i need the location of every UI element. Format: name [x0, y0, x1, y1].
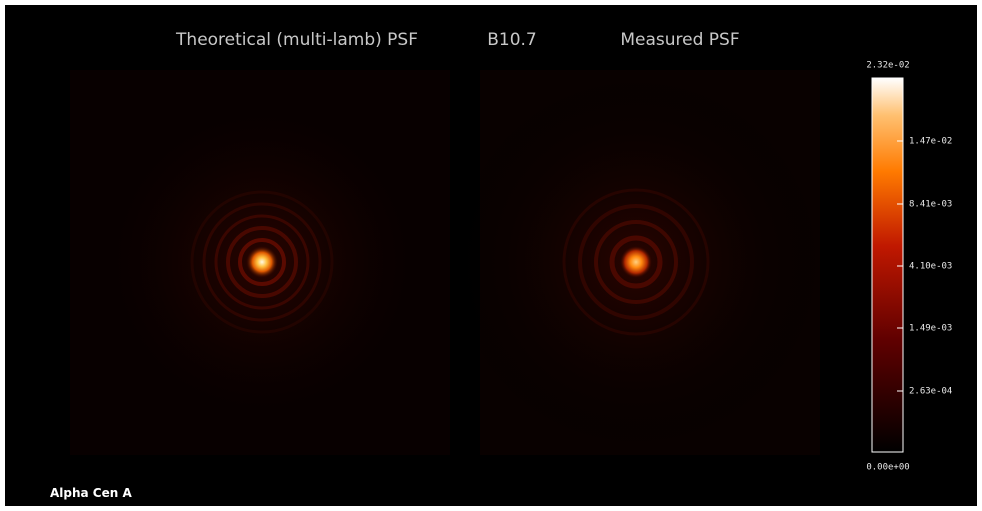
colorbar-tick-label: 8.41e-03 [909, 200, 952, 210]
colorbar-tick-label: 1.47e-02 [909, 137, 952, 147]
psf-core [620, 246, 652, 278]
colorbar-tick-label: 4.10e-03 [909, 262, 952, 272]
right-title: Measured PSF [620, 30, 739, 50]
airy-rings [562, 188, 710, 336]
colorbar-ticks: 1.47e-02 8.41e-03 4.10e-03 1.49e-03 2.63e-04 [897, 137, 952, 397]
band-label: B10.7 [487, 30, 537, 50]
colorbar-tick-label: 2.63e-04 [909, 387, 952, 397]
colorbar-max: 2.32e-02 [866, 61, 909, 71]
colorbar-tick-label: 1.49e-03 [909, 324, 952, 334]
caption: Alpha Cen A [50, 486, 132, 500]
left-title: Theoretical (multi-lamb) PSF [175, 30, 418, 50]
psf-core [246, 246, 278, 278]
airy-rings [190, 190, 334, 334]
colorbar-min: 0.00e+00 [866, 463, 909, 473]
colorbar [871, 77, 904, 453]
